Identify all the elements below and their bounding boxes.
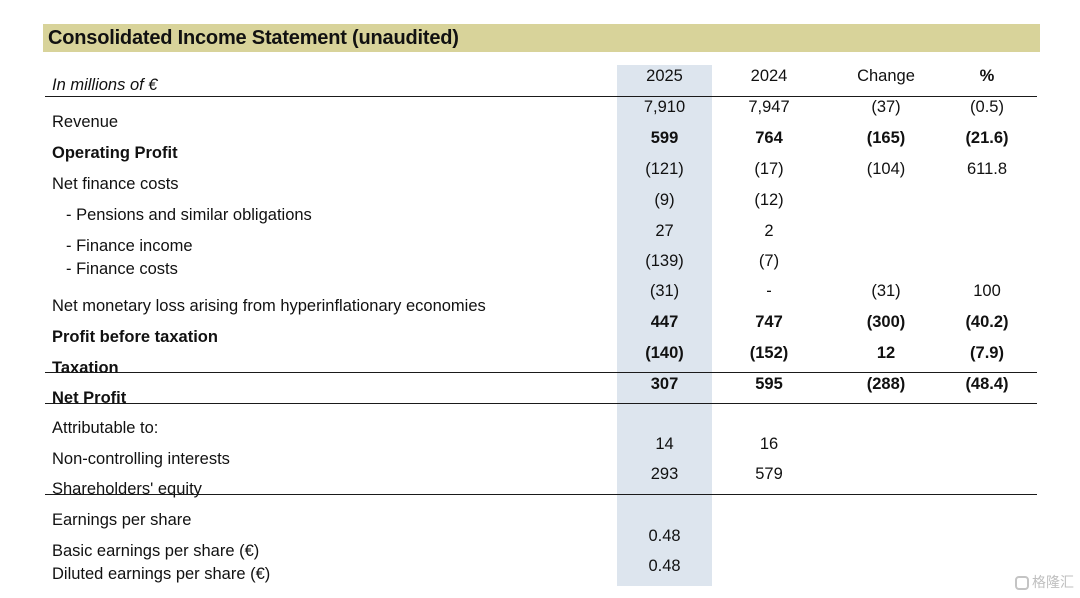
table-row: - Finance income 27 2: [0, 222, 1080, 255]
row-label: Taxation: [52, 359, 119, 377]
value-2024: 16: [759, 435, 779, 453]
row-label: Net Profit: [52, 389, 127, 407]
column-header-2025: 2025: [646, 67, 683, 85]
table-row: Shareholders' equity 293 579: [0, 465, 1080, 498]
row-label: Basic earnings per share (€): [52, 542, 260, 560]
value-2024: (7): [758, 252, 780, 270]
value-2025: 14: [655, 435, 674, 453]
table-row: Net Profit 307 595 (288) (48.4): [0, 375, 1080, 407]
value-2025: (121): [645, 160, 684, 178]
row-label: Earnings per share: [52, 511, 192, 529]
value-2025: (139): [645, 252, 684, 270]
highlight-column-2025: [617, 65, 712, 586]
value-percent: 100: [973, 282, 1001, 300]
row-label: Attributable to:: [52, 419, 159, 437]
value-change: (165): [866, 129, 906, 147]
table-row: Net finance costs (121) (17) (104) 611.8: [0, 160, 1080, 193]
table-row: Basic earnings per share (€) 0.48: [0, 527, 1080, 560]
table-row: Profit before taxation 447 747 (300) (40…: [0, 313, 1080, 346]
table-row: Taxation (140) (152) 12 (7.9): [0, 344, 1080, 377]
table-row: Revenue 7,910 7,947 (37) (0.5): [0, 98, 1080, 131]
value-2025: (9): [654, 191, 675, 209]
value-2025: 307: [650, 375, 679, 393]
watermark: 格隆汇: [1015, 572, 1074, 592]
value-change: (104): [866, 160, 906, 178]
net-profit-divider-bottom: [45, 403, 1037, 404]
value-2025: 293: [650, 465, 679, 483]
row-label: - Pensions and similar obligations: [66, 206, 312, 224]
value-percent: (40.2): [965, 313, 1009, 331]
value-2024: 764: [755, 129, 783, 147]
table-row: Diluted earnings per share (€) 0.48: [0, 557, 1080, 583]
column-header-2024: 2024: [750, 67, 788, 85]
title-bar: Consolidated Income Statement (unaudited…: [43, 24, 1040, 52]
value-2025: (140): [645, 344, 684, 362]
table-row: Earnings per share: [0, 503, 1080, 529]
value-2024: (17): [754, 160, 784, 178]
value-2024: -: [766, 282, 772, 300]
value-percent: 611.8: [966, 160, 1008, 178]
row-label: - Finance costs: [66, 260, 178, 278]
value-2025: 599: [650, 129, 679, 147]
table-row: - Finance costs (139) (7): [0, 252, 1080, 278]
value-change: (37): [871, 98, 901, 116]
row-label: Net finance costs: [52, 175, 179, 193]
value-2024: (152): [749, 344, 789, 362]
table-row: Operating Profit 599 764 (165) (21.6): [0, 129, 1080, 162]
table-row: Net monetary loss arising from hyperinfl…: [0, 282, 1080, 315]
value-2024: 579: [755, 465, 783, 483]
watermark-logo-icon: [1015, 576, 1029, 590]
table-row: - Pensions and similar obligations (9) (…: [0, 191, 1080, 224]
row-label: Non-controlling interests: [52, 450, 230, 468]
page-title: Consolidated Income Statement (unaudited…: [48, 27, 459, 49]
column-header-change: Change: [857, 67, 915, 85]
value-2025: 447: [650, 313, 679, 331]
row-label: Diluted earnings per share (€): [52, 565, 271, 583]
watermark-text: 格隆汇: [1032, 574, 1074, 590]
eps-divider: [45, 494, 1037, 495]
net-profit-divider-top: [45, 372, 1037, 373]
row-label: Profit before taxation: [52, 328, 218, 346]
row-label: - Finance income: [66, 237, 193, 255]
value-percent: (48.4): [965, 375, 1009, 393]
value-2025: 0.48: [648, 557, 681, 575]
value-2025: (31): [649, 282, 680, 300]
table-header-row: In millions of € 2025 2024 Change %: [0, 66, 1080, 94]
table-row: Non-controlling interests 14 16: [0, 435, 1080, 468]
value-percent: (21.6): [965, 129, 1009, 147]
value-2024: 747: [755, 313, 783, 331]
value-change: (288): [866, 375, 906, 393]
value-2025: 0.48: [648, 527, 681, 545]
value-change: 12: [876, 344, 896, 362]
value-2024: 7,947: [748, 98, 790, 116]
value-2024: (12): [754, 191, 784, 209]
value-percent: (7.9): [970, 344, 1004, 362]
row-label: Revenue: [52, 113, 119, 131]
unit-label: In millions of €: [52, 76, 158, 94]
row-label: Operating Profit: [52, 144, 178, 162]
header-divider: [45, 96, 1037, 97]
value-change: (31): [871, 282, 901, 300]
value-percent: (0.5): [970, 98, 1004, 116]
row-label: Net monetary loss arising from hyperinfl…: [52, 297, 486, 315]
table-row: Attributable to:: [0, 411, 1080, 437]
value-2025: 27: [655, 222, 674, 240]
column-header-percent: %: [979, 67, 995, 85]
value-2025: 7,910: [643, 98, 686, 116]
value-2024: 2: [764, 222, 774, 240]
value-change: (300): [866, 313, 906, 331]
value-2024: 595: [755, 375, 783, 393]
row-label: Shareholders' equity: [52, 480, 202, 498]
